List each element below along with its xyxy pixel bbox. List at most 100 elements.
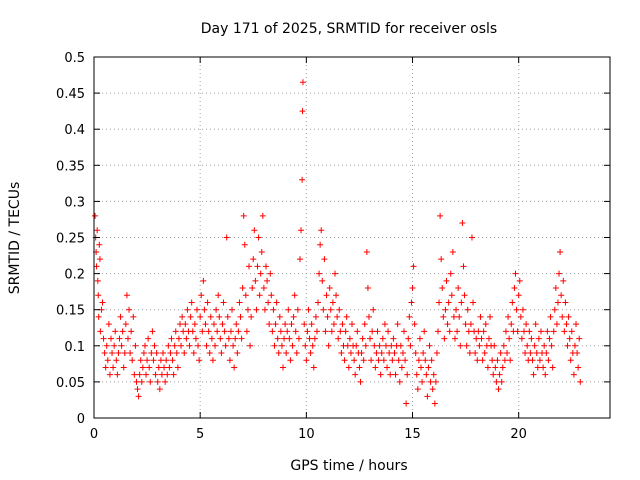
data-point: [178, 342, 185, 349]
x-tick-label: 20: [510, 427, 527, 442]
data-point: [427, 378, 434, 385]
data-point: [482, 321, 489, 328]
data-point: [334, 313, 341, 320]
data-point: [558, 292, 565, 299]
data-point: [261, 306, 268, 313]
data-point: [515, 292, 522, 299]
data-point: [99, 299, 106, 306]
data-point: [346, 335, 353, 342]
x-tick-labels: 0 5 10 15 20: [90, 427, 527, 442]
data-point: [344, 342, 351, 349]
data-point: [132, 342, 139, 349]
data-point: [403, 400, 410, 407]
data-point: [148, 350, 155, 357]
data-point: [209, 357, 216, 364]
y-tick-label: 0: [77, 412, 85, 427]
data-point: [522, 350, 529, 357]
data-point: [145, 335, 152, 342]
data-point: [504, 350, 511, 357]
data-point: [152, 371, 159, 378]
data-point: [200, 277, 207, 284]
data-point: [382, 342, 389, 349]
data-point: [433, 350, 440, 357]
data-point: [445, 299, 452, 306]
data-point: [253, 306, 260, 313]
data-point: [210, 321, 217, 328]
data-point: [187, 313, 194, 320]
data-point: [217, 335, 224, 342]
data-point: [236, 299, 243, 306]
data-point: [390, 335, 397, 342]
data-point: [325, 342, 332, 349]
data-point: [158, 371, 165, 378]
data-point: [398, 364, 405, 371]
data-point: [466, 350, 473, 357]
y-tick-label: 0.3: [64, 195, 85, 210]
data-point: [128, 328, 135, 335]
data-point: [436, 299, 443, 306]
data-point: [240, 212, 247, 219]
data-point: [103, 342, 110, 349]
data-point: [146, 364, 153, 371]
data-point: [232, 335, 239, 342]
data-point: [290, 313, 297, 320]
data-point: [287, 357, 294, 364]
data-point: [519, 306, 526, 313]
data-point: [107, 335, 114, 342]
data-point: [543, 350, 550, 357]
data-point: [281, 335, 288, 342]
data-point: [566, 335, 573, 342]
data-point: [501, 357, 508, 364]
data-point: [440, 313, 447, 320]
data-point: [535, 335, 542, 342]
data-point: [532, 321, 539, 328]
data-point: [546, 335, 553, 342]
data-point: [451, 335, 458, 342]
data-point: [573, 321, 580, 328]
data-point: [438, 256, 445, 263]
data-point: [449, 248, 456, 255]
data-point: [259, 212, 266, 219]
data-point: [499, 364, 506, 371]
data-point: [299, 79, 306, 86]
data-point: [163, 357, 170, 364]
data-point: [193, 306, 200, 313]
data-point: [354, 328, 361, 335]
data-point: [166, 364, 173, 371]
data-point: [521, 328, 527, 335]
data-point: [480, 328, 487, 335]
data-point: [457, 342, 464, 349]
data-point: [362, 342, 369, 349]
data-point: [523, 321, 530, 328]
data-point: [495, 386, 502, 393]
data-point: [421, 328, 428, 335]
data-point: [574, 350, 581, 357]
data-point: [115, 350, 122, 357]
data-point: [496, 371, 503, 378]
data-point: [373, 350, 380, 357]
data-point: [485, 335, 492, 342]
data-point: [155, 364, 162, 371]
data-point: [288, 321, 295, 328]
data-point: [298, 227, 305, 234]
data-point: [447, 270, 454, 277]
y-tick-label: 0.45: [56, 87, 85, 102]
data-point: [319, 277, 326, 284]
data-point: [369, 328, 376, 335]
data-point: [388, 342, 395, 349]
data-point: [576, 335, 583, 342]
data-point: [391, 350, 398, 357]
data-point: [430, 371, 437, 378]
data-point: [419, 378, 426, 385]
data-point: [174, 364, 181, 371]
data-point: [256, 292, 263, 299]
data-point: [284, 328, 291, 335]
data-point: [313, 328, 320, 335]
data-point: [94, 277, 101, 284]
data-point: [530, 371, 537, 378]
data-point: [493, 378, 500, 385]
data-point: [140, 350, 147, 357]
data-point: [505, 313, 512, 320]
data-point: [408, 299, 415, 306]
data-point: [271, 342, 278, 349]
